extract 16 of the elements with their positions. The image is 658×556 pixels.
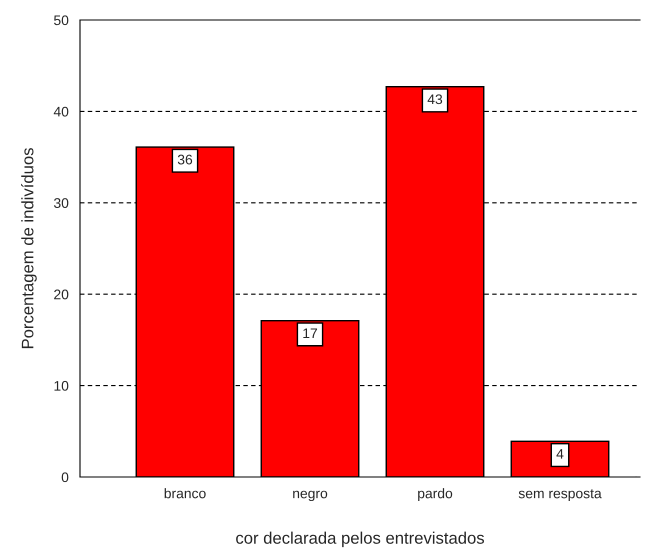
y-axis-title: Porcentagem de indivíduos [21, 148, 37, 348]
x-tick-label: negro [293, 490, 328, 502]
y-tick-label: 50 [54, 15, 68, 26]
x-tick-label: branco [164, 488, 206, 498]
x-axis-title: cor declarada pelos entrevistados [236, 532, 484, 548]
data-label: 4 [556, 449, 564, 459]
y-tick-label: 30 [54, 198, 68, 208]
y-tick-label: 40 [54, 106, 68, 117]
y-tick-label: 20 [54, 290, 68, 300]
x-tick-label: pardo [418, 488, 452, 502]
y-tick-label: 10 [54, 380, 68, 391]
data-label: 17 [303, 328, 318, 338]
data-label: 36 [178, 154, 192, 164]
x-tick-label: sem resposta [518, 489, 602, 502]
data-label: 43 [428, 94, 442, 104]
y-tick-label: 0 [62, 472, 68, 482]
